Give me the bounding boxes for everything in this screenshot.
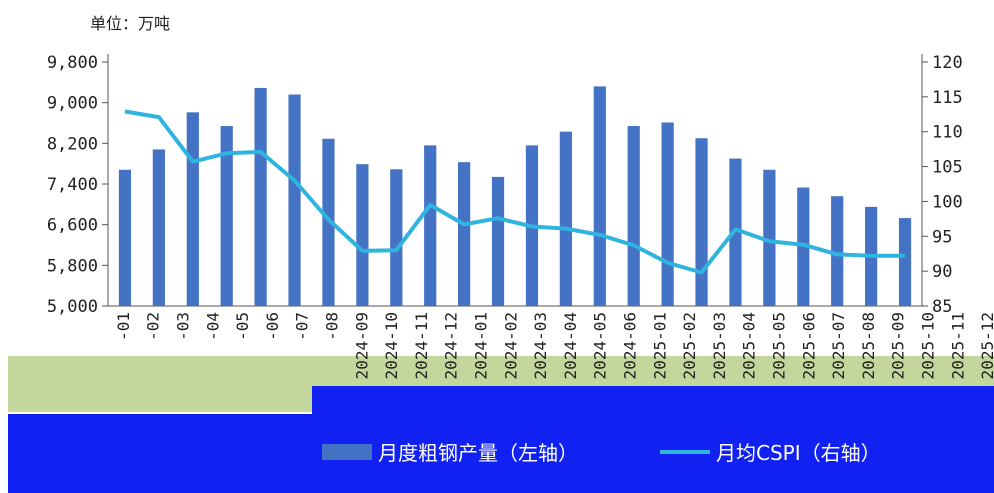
band-layer: [8, 356, 994, 493]
bar: [559, 131, 572, 306]
bar: [186, 112, 199, 306]
left-tick-label: 7,400: [47, 175, 98, 195]
x-tick-label: 2024-03: [531, 312, 550, 379]
bar: [491, 176, 505, 306]
bar: [763, 169, 776, 306]
bar: [152, 149, 165, 306]
legend-bar-swatch: [322, 444, 372, 460]
axes-layer: 5,000 5,800 6,600 7,400 8,200 9,000 9,800 85 90 9…: [47, 53, 963, 317]
bar: [390, 169, 403, 306]
band-blue-upper: [312, 386, 994, 416]
bar: [118, 169, 132, 306]
legend-bar-label: 月度粗钢产量（左轴）: [378, 441, 578, 465]
x-tick-label: -03: [174, 312, 193, 341]
x-tick-label: -01: [114, 312, 133, 341]
left-tick-label: 9,000: [47, 94, 98, 114]
right-tick-label: 85: [932, 297, 952, 317]
x-tick-label: 2025-01: [650, 312, 669, 379]
left-tick-label: 9,800: [47, 53, 98, 73]
cspi-line: [124, 109, 905, 275]
x-tick-label: 2025-06: [799, 312, 818, 379]
bar: [424, 145, 437, 306]
x-tick-label: 2025-03: [710, 312, 729, 379]
x-tick-label: 2024-02: [501, 312, 520, 379]
legend-line-label: 月均CSPI（右轴）: [716, 441, 881, 465]
bar: [593, 86, 606, 307]
x-tick-label: 2024-01: [472, 312, 491, 379]
bar: [797, 187, 810, 306]
x-tick-label: 2025-12: [978, 312, 994, 379]
bar: [288, 94, 301, 307]
x-tick-label: 2025-11: [948, 312, 967, 379]
x-tick-label: -04: [203, 312, 222, 341]
left-tick-label: 8,200: [47, 134, 98, 154]
bar: [661, 122, 674, 306]
bar: [220, 126, 233, 306]
bars-layer: [118, 86, 912, 307]
left-tick-label: 5,800: [47, 256, 98, 276]
x-tick-label: 2024-11: [412, 312, 431, 379]
x-tick-label: 2025-05: [770, 312, 789, 379]
x-tick-label: 2025-04: [740, 312, 759, 379]
band-blue-lower: [8, 414, 994, 493]
x-tick-label: 2024-09: [352, 312, 371, 379]
left-tick-label: 5,000: [47, 297, 98, 317]
right-tick-label: 90: [932, 262, 952, 282]
left-tick-label: 6,600: [47, 216, 98, 236]
right-tick-label: 115: [932, 88, 963, 108]
x-tick-label: -02: [144, 312, 163, 341]
right-tick-label: 100: [932, 192, 963, 212]
bar: [458, 162, 471, 306]
bar: [356, 164, 369, 306]
x-tick-label: 2024-04: [561, 312, 580, 379]
bar: [627, 126, 640, 306]
x-tick-label: -06: [263, 312, 282, 341]
bar: [254, 87, 267, 306]
x-tick-label: 2024-12: [442, 312, 461, 379]
x-tick-label: 2025-09: [889, 312, 908, 379]
right-tick-label: 120: [932, 53, 963, 73]
x-tick-label: 2024-05: [591, 312, 610, 379]
x-tick-layer: -01 -02 -03 -04 -05 -06 -07 -08 2024-09 2024-10 20…: [114, 312, 994, 379]
bar: [322, 138, 335, 306]
x-tick-label: 2024-10: [382, 312, 401, 379]
x-tick-label: 2025-10: [919, 312, 938, 379]
right-tick-label: 105: [932, 158, 963, 178]
bar: [695, 138, 708, 306]
bar: [898, 218, 912, 306]
x-tick-label: -08: [323, 312, 342, 341]
right-tick-label: 95: [932, 227, 952, 247]
line-layer: [124, 109, 905, 275]
unit-label: 单位：万吨: [90, 14, 171, 33]
legend: 月度粗钢产量（左轴） 月均CSPI（右轴）: [322, 441, 881, 465]
x-tick-label: 2025-07: [829, 312, 848, 379]
x-tick-label: 2025-08: [859, 312, 878, 379]
right-tick-label: 110: [932, 123, 963, 143]
x-tick-label: 2024-06: [621, 312, 640, 379]
x-tick-label: -07: [293, 312, 312, 341]
x-tick-label: 2025-02: [680, 312, 699, 379]
x-tick-label: -05: [233, 312, 252, 341]
bar: [831, 196, 844, 306]
